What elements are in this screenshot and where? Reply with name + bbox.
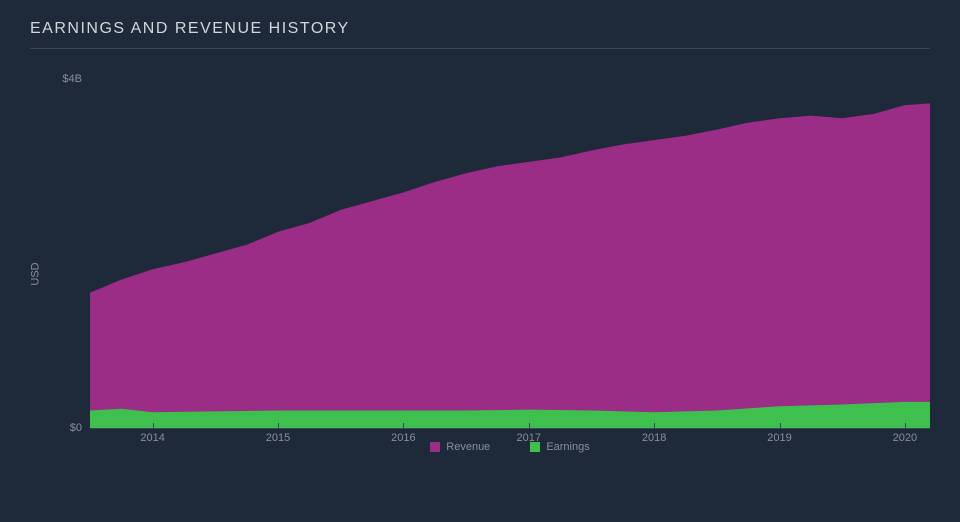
x-tick-mark	[654, 423, 655, 428]
legend-label: Revenue	[446, 441, 490, 453]
chart-region: USD $0$4B 2014201520162017201820192020 R…	[30, 69, 930, 479]
y-tick: $4B	[62, 73, 82, 85]
x-tick-mark	[905, 423, 906, 428]
legend-swatch-earnings	[530, 442, 540, 452]
chart-container: EARNINGS AND REVENUE HISTORY USD $0$4B 2…	[30, 20, 930, 502]
legend-item-revenue: Revenue	[430, 441, 490, 453]
legend-label: Earnings	[546, 441, 589, 453]
area-revenue	[90, 103, 930, 428]
y-tick: $0	[70, 422, 82, 434]
x-tick-mark	[780, 423, 781, 428]
legend-item-earnings: Earnings	[530, 441, 589, 453]
x-tick-mark	[529, 423, 530, 428]
x-tick-mark	[153, 423, 154, 428]
legend-swatch-revenue	[430, 442, 440, 452]
plot-area: $0$4B 2014201520162017201820192020	[90, 79, 930, 429]
chart-title: EARNINGS AND REVENUE HISTORY	[30, 20, 930, 49]
y-axis-label: USD	[30, 262, 42, 285]
area-svg	[90, 79, 930, 428]
x-tick-mark	[278, 423, 279, 428]
plot-wrap: $0$4B 2014201520162017201820192020 Reven…	[90, 69, 930, 449]
legend: Revenue Earnings	[90, 441, 930, 453]
x-tick-mark	[403, 423, 404, 428]
